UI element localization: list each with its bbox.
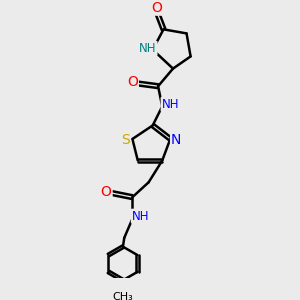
Text: S: S	[121, 133, 130, 147]
Text: O: O	[127, 75, 138, 89]
Text: O: O	[151, 1, 162, 15]
Text: NH: NH	[162, 98, 179, 111]
Text: NH: NH	[139, 42, 157, 55]
Text: CH₃: CH₃	[112, 292, 133, 300]
Text: NH: NH	[132, 210, 149, 223]
Text: O: O	[101, 185, 112, 199]
Text: N: N	[171, 133, 181, 147]
